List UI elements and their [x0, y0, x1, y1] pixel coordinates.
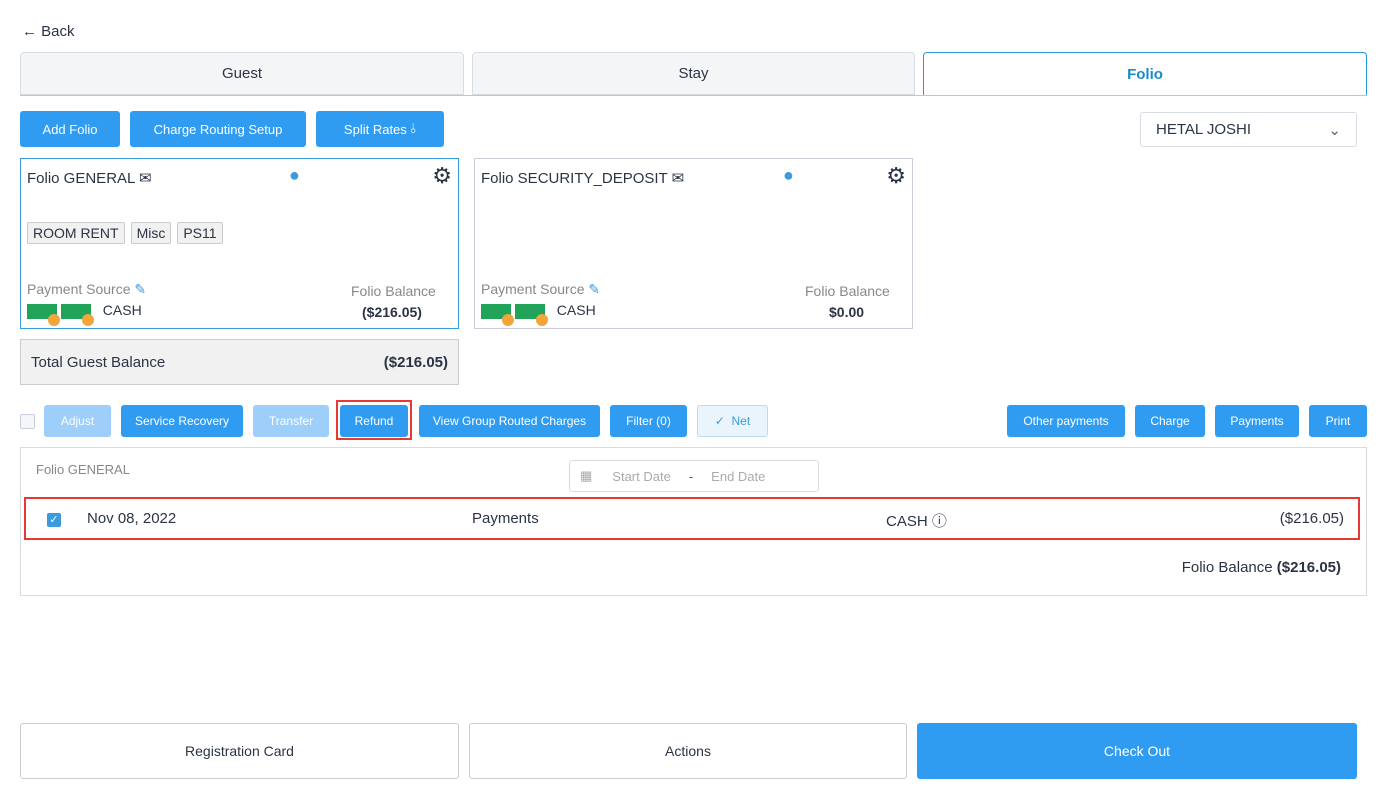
back-label: Back	[41, 23, 75, 40]
filter-button[interactable]: Filter (0)	[610, 405, 687, 437]
row-checkbox[interactable]: ✓	[47, 513, 61, 527]
ledger-balance: ($216.05)	[1276, 559, 1341, 576]
start-date-input[interactable]: Start Date	[612, 468, 671, 484]
cash-icon	[27, 303, 60, 326]
folio-balance-label: Folio Balance	[351, 283, 436, 299]
folio-title: Folio GENERAL ✉	[27, 170, 152, 187]
payment-source: CASH	[556, 302, 596, 318]
user-icon[interactable]: ●	[289, 165, 300, 185]
print-button[interactable]: Print	[1309, 405, 1367, 437]
ledger-balance-label: Folio Balance	[1181, 559, 1273, 576]
row-amount: ($216.05)	[1279, 510, 1344, 527]
other-payments-button[interactable]: Other payments	[1007, 405, 1125, 437]
registration-card-button[interactable]: Registration Card	[20, 723, 459, 779]
calendar-icon: ▦	[580, 468, 593, 483]
folio-title: Folio SECURITY_DEPOSIT ✉	[481, 170, 685, 187]
view-group-routed-charges-button[interactable]: View Group Routed Charges	[419, 405, 600, 437]
tab-folio[interactable]: Folio	[923, 52, 1367, 96]
email-icon[interactable]: ✉	[138, 170, 152, 187]
payment-source-label: Payment Source	[27, 281, 131, 297]
total-label: Total Guest Balance	[31, 353, 166, 371]
service-recovery-button[interactable]: Service Recovery	[121, 405, 243, 437]
row-method: CASH	[886, 513, 928, 530]
share-icon: ⫰	[410, 121, 417, 136]
transfer-button[interactable]: Transfer	[253, 405, 329, 437]
refund-highlight	[336, 400, 412, 440]
total-value: ($216.05)	[383, 353, 448, 371]
net-label: Net	[731, 414, 751, 428]
row-type: Payments	[472, 510, 539, 527]
payment-source: CASH	[102, 302, 142, 318]
ledger-row[interactable]: ✓ Nov 08, 2022 Payments CASH ⓘ ($216.05)	[24, 497, 1360, 540]
back-link[interactable]: ← Back	[22, 23, 75, 40]
payment-source-label: Payment Source	[481, 281, 585, 297]
folio-card-general[interactable]: Folio GENERAL ✉ ● ⚙ ROOM RENT Misc PS11 Pa…	[20, 158, 459, 329]
refund-button[interactable]: Refund	[340, 405, 408, 437]
add-folio-button[interactable]: Add Folio	[20, 111, 120, 147]
cash-icon	[515, 303, 548, 326]
total-guest-balance: Total Guest Balance ($216.05)	[20, 339, 459, 385]
ledger-panel: Folio GENERAL ▦ Start Date - End Date ✓ …	[20, 447, 1367, 596]
end-date-input[interactable]: End Date	[711, 468, 766, 484]
cash-icon	[61, 303, 94, 326]
charge-routing-button[interactable]: Charge Routing Setup	[130, 111, 306, 147]
chevron-down-icon: ⌄	[1328, 121, 1341, 139]
guest-select[interactable]: HETAL JOSHI ⌄	[1140, 112, 1357, 147]
select-all-checkbox[interactable]	[20, 414, 35, 429]
payments-button[interactable]: Payments	[1215, 405, 1299, 437]
adjust-button[interactable]: Adjust	[44, 405, 111, 437]
actions-button[interactable]: Actions	[469, 723, 907, 779]
tab-guest[interactable]: Guest	[20, 52, 464, 95]
folio-balance: $0.00	[829, 304, 865, 320]
gear-icon[interactable]: ⚙	[886, 163, 906, 188]
chip: PS11	[177, 222, 223, 244]
gear-icon[interactable]: ⚙	[432, 163, 452, 188]
check-out-button[interactable]: Check Out	[917, 723, 1357, 779]
date-range-picker[interactable]: ▦ Start Date - End Date	[569, 460, 819, 492]
edit-icon[interactable]: ✎	[134, 281, 147, 297]
folio-balance-label: Folio Balance	[805, 283, 890, 299]
row-date: Nov 08, 2022	[87, 510, 177, 527]
ledger-title: Folio GENERAL	[36, 462, 130, 477]
user-icon[interactable]: ●	[783, 165, 794, 185]
split-rates-label: Split Rates	[343, 121, 407, 137]
chip: ROOM RENT	[27, 222, 125, 244]
tab-stay[interactable]: Stay	[472, 52, 915, 95]
check-circle-icon: ✓	[714, 414, 725, 428]
charge-button[interactable]: Charge	[1135, 405, 1205, 437]
cash-icon	[481, 303, 514, 326]
email-icon[interactable]: ✉	[671, 170, 685, 187]
chip: Misc	[130, 222, 172, 244]
split-rates-button[interactable]: Split Rates ⫰	[316, 111, 444, 147]
tab-divider	[20, 95, 923, 96]
edit-icon[interactable]: ✎	[588, 281, 601, 297]
folio-card-security-deposit[interactable]: Folio SECURITY_DEPOSIT ✉ ● ⚙ Payment Sou…	[474, 158, 913, 329]
info-icon[interactable]: ⓘ	[931, 513, 947, 530]
net-toggle[interactable]: ✓ Net	[697, 405, 768, 437]
folio-balance: ($216.05)	[362, 304, 422, 320]
guest-select-value: HETAL JOSHI	[1156, 121, 1252, 138]
